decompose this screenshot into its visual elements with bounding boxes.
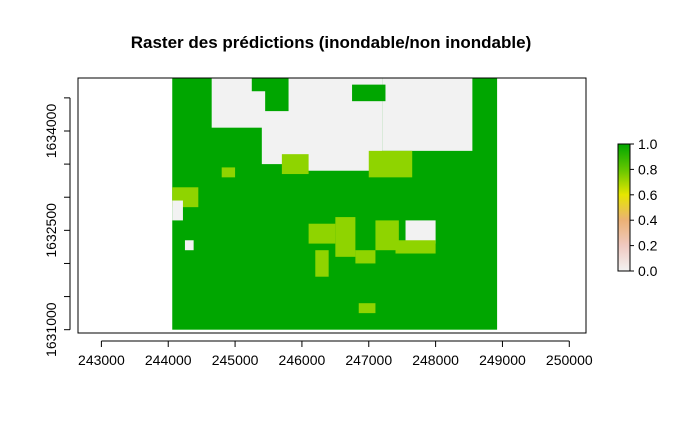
y-tick-label: 1632500 bbox=[43, 203, 59, 258]
raster-cell bbox=[281, 154, 309, 175]
x-tick-label: 250000 bbox=[546, 352, 593, 368]
color-legend: 0.0 0.2 0.4 0.6 0.8 1.0 bbox=[617, 136, 658, 279]
x-tick-label: 243000 bbox=[78, 352, 125, 368]
raster-cell bbox=[375, 220, 399, 251]
raster-cell bbox=[355, 250, 376, 264]
x-tick-label: 248000 bbox=[412, 352, 459, 368]
raster-cell bbox=[358, 303, 376, 314]
x-tick-label: 244000 bbox=[145, 352, 192, 368]
raster-layer bbox=[172, 78, 498, 330]
raster-cell bbox=[221, 167, 236, 178]
y-axis: 1631000 1632500 1634000 bbox=[43, 97, 71, 357]
color-legend-bar bbox=[617, 143, 631, 272]
raster-cell bbox=[395, 240, 436, 254]
raster-cell bbox=[368, 150, 413, 178]
x-tick-label: 245000 bbox=[212, 352, 259, 368]
color-legend-tick-label: 0.6 bbox=[638, 187, 658, 203]
color-legend-tick-label: 1.0 bbox=[638, 136, 658, 152]
raster-cell bbox=[251, 78, 272, 92]
raster-cell bbox=[352, 84, 386, 102]
y-tick-label: 1634000 bbox=[43, 104, 59, 159]
raster-cell bbox=[184, 240, 194, 251]
x-tick-label: 249000 bbox=[479, 352, 526, 368]
plot-frame bbox=[77, 77, 587, 334]
raster-cell bbox=[308, 223, 336, 244]
raster-cell bbox=[382, 78, 473, 151]
color-legend-tick-label: 0.8 bbox=[638, 161, 658, 177]
chart-title: Raster des prédictions (inondable/non in… bbox=[131, 33, 531, 52]
color-legend-tick-label: 0.4 bbox=[638, 212, 658, 228]
raster-cell bbox=[315, 250, 329, 277]
color-legend-tick-label: 0.2 bbox=[638, 238, 658, 254]
x-axis: 243000 244000 245000 246000 247000 248000 2490… bbox=[78, 340, 593, 368]
raster-cell bbox=[335, 217, 356, 257]
y-tick-label: 1631000 bbox=[43, 302, 59, 357]
x-tick-label: 246000 bbox=[279, 352, 326, 368]
raster-cell bbox=[172, 200, 183, 221]
x-tick-label: 247000 bbox=[345, 352, 392, 368]
color-legend-tick-label: 0.0 bbox=[638, 263, 658, 279]
raster-cell bbox=[405, 220, 436, 244]
